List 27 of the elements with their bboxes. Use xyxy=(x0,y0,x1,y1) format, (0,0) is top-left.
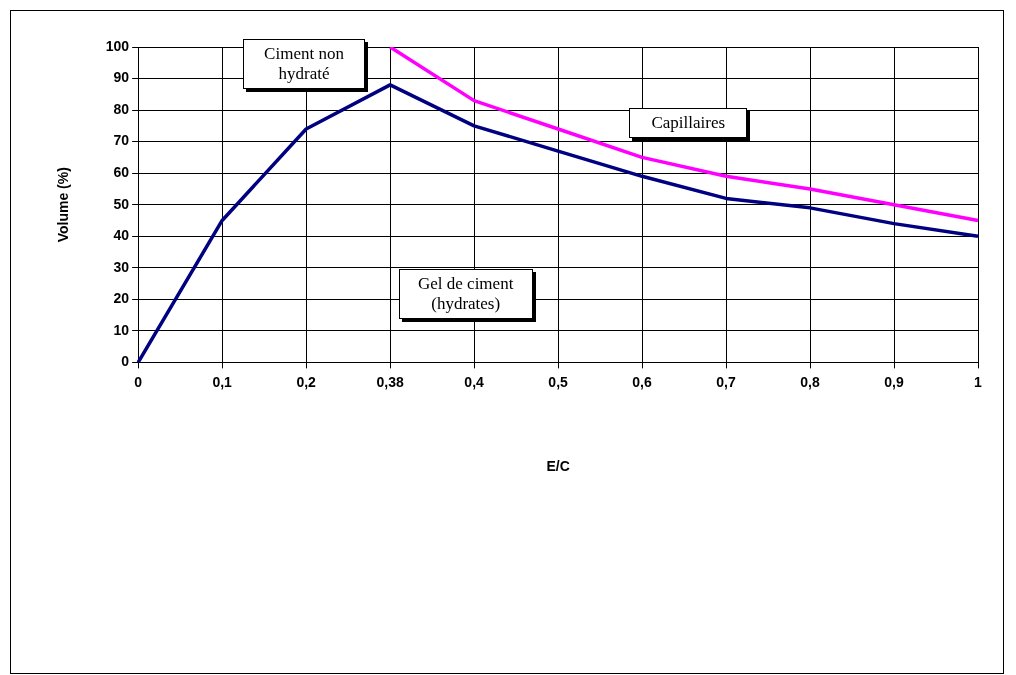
x-tick-label: 0,38 xyxy=(376,373,404,390)
x-tick-label: 0 xyxy=(134,373,143,390)
y-tick-label: 60 xyxy=(113,164,130,181)
y-tick-label: 20 xyxy=(113,290,130,307)
x-tick-label: 0,7 xyxy=(716,373,736,390)
x-tick-label: 0,1 xyxy=(212,373,233,390)
y-tick-label: 40 xyxy=(113,227,130,244)
x-tick-label: 1 xyxy=(974,373,983,390)
y-tick-label: 80 xyxy=(113,100,130,117)
annotation: Capillaires xyxy=(629,108,748,139)
y-tick-label: 30 xyxy=(113,258,130,275)
x-tick-label: 0,8 xyxy=(800,373,820,390)
y-tick-label: 10 xyxy=(113,321,130,338)
x-tick-label: 0,5 xyxy=(548,373,569,390)
y-tick-label: 100 xyxy=(105,37,130,54)
y-tick-label: 0 xyxy=(121,353,130,370)
y-tick-label: 50 xyxy=(113,195,130,212)
x-tick-label: 0,4 xyxy=(464,373,485,390)
x-tick-label: 0,6 xyxy=(632,373,652,390)
y-tick-label: 90 xyxy=(113,69,130,86)
annotation: Ciment non hydraté xyxy=(243,39,365,89)
y-axis-title: Volume (%) xyxy=(55,167,72,243)
y-tick-label: 70 xyxy=(113,132,130,149)
x-tick-label: 0,2 xyxy=(296,373,317,390)
x-axis-title: E/C xyxy=(546,458,570,475)
annotation: Gel de ciment (hydrates) xyxy=(398,269,533,320)
x-tick-label: 0,9 xyxy=(884,373,904,390)
